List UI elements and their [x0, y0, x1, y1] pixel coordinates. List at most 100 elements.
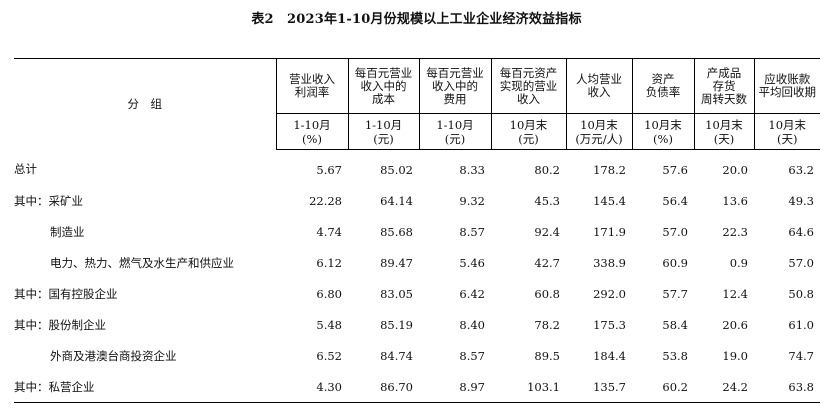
cell-value: 84.74	[380, 348, 413, 363]
cell-value: 49.3	[788, 193, 814, 208]
column-header: 每百元资产 实现的营业 收入	[490, 58, 566, 114]
cell-value: 5.67	[316, 162, 342, 177]
column-unit: 10月末 (天)	[693, 113, 754, 150]
column-header: 人均营业 收入	[565, 58, 632, 114]
cell-value: 22.3	[722, 224, 748, 239]
row-label: 电力、热力、燃气及水生产和供应业	[50, 255, 234, 270]
cell-value: 20.6	[722, 317, 748, 332]
cell-value: 184.4	[593, 348, 626, 363]
cell-value: 175.3	[593, 317, 626, 332]
cell-value: 20.0	[722, 162, 748, 177]
cell-value: 50.8	[788, 286, 814, 301]
cell-value: 13.6	[722, 193, 748, 208]
cell-value: 60.8	[534, 286, 560, 301]
table-row: 电力、热力、燃气及水生产和供应业 6.12 89.47 5.46 42.7 338.9 60…	[14, 247, 820, 278]
row-label: 其中：采矿业	[14, 193, 83, 208]
column-header-row: 分 组 营业收入 利润率 每百元营业 收入中的 成本 每百元营业 收入中的 费用 每百…	[14, 58, 820, 150]
column-unit: 1-10月 (元)	[418, 113, 491, 150]
column-unit: 1-10月 (%)	[275, 113, 348, 150]
table-title: 表2 2023年1-10月份规模以上工业企业经济效益指标	[251, 12, 582, 27]
cell-value: 338.9	[593, 255, 626, 270]
table-row: 其中：股份制企业 5.48 85.19 8.40 78.2 175.3 58.4 20.6 61…	[14, 309, 820, 340]
column-unit: 10月末 (%)	[631, 113, 694, 150]
row-label: 其中：国有控股企业	[14, 286, 118, 301]
unit-header-row: 1-10月 (%) 1-10月 (元) 1-10月 (元) 10月末 (元) 10月末 …	[14, 113, 820, 150]
economic-indicators-table: 分 组 营业收入 利润率 每百元营业 收入中的 成本 每百元营业 收入中的 费用 每百…	[14, 58, 820, 403]
cell-value: 6.52	[316, 348, 342, 363]
row-label: 总计	[14, 162, 37, 177]
column-unit: 10月末 (万元/人)	[565, 113, 632, 150]
cell-value: 8.40	[459, 317, 485, 332]
cell-value: 83.05	[380, 286, 413, 301]
cell-value: 60.2	[632, 371, 694, 403]
row-label: 其中：私营企业	[14, 371, 276, 403]
cell-value: 292.0	[593, 286, 626, 301]
cell-value: 8.57	[459, 224, 485, 239]
cell-value: 5.48	[316, 317, 342, 332]
cell-value: 57.7	[662, 286, 688, 301]
cell-value: 80.2	[534, 162, 560, 177]
cell-value: 57.6	[662, 162, 688, 177]
cell-value: 56.4	[662, 193, 688, 208]
row-label: 外商及港澳台商投资企业	[50, 348, 177, 363]
cell-value: 61.0	[788, 317, 814, 332]
table-row: 其中：国有控股企业 6.80 83.05 6.42 60.8 292.0 57.7 12.4 5…	[14, 278, 820, 309]
cell-value: 89.47	[380, 255, 413, 270]
table-row: 制造业 4.74 85.68 8.57 92.4 171.9 57.0 22.3 64.6	[14, 216, 820, 247]
table-row: 其中：采矿业 22.28 64.14 9.32 45.3 145.4 56.4 13.6 49.…	[14, 185, 820, 216]
cell-value: 12.4	[722, 286, 748, 301]
cell-value: 57.0	[662, 224, 688, 239]
cell-value: 64.14	[380, 193, 413, 208]
cell-value: 4.74	[316, 224, 342, 239]
column-header: 应收账款 平均回收期	[753, 58, 820, 114]
cell-value: 85.19	[380, 317, 413, 332]
cell-value: 6.80	[316, 286, 342, 301]
cell-value: 92.4	[534, 224, 560, 239]
cell-value: 42.7	[534, 255, 560, 270]
cell-value: 64.6	[788, 224, 814, 239]
column-header: 每百元营业 收入中的 成本	[347, 58, 419, 114]
cell-value: 63.8	[754, 371, 820, 403]
cell-value: 57.0	[788, 255, 814, 270]
stub-header: 分 组	[14, 58, 276, 150]
column-header: 每百元营业 收入中的 费用	[418, 58, 491, 114]
cell-value: 74.7	[788, 348, 814, 363]
column-unit: 10月末 (天)	[753, 113, 820, 150]
cell-value: 45.3	[534, 193, 560, 208]
cell-value: 5.46	[459, 255, 485, 270]
cell-value: 60.9	[662, 255, 688, 270]
column-unit: 10月末 (元)	[490, 113, 566, 150]
cell-value: 58.4	[662, 317, 688, 332]
cell-value: 53.8	[662, 348, 688, 363]
table-body: 总计 5.67 85.02 8.33 80.2 178.2 57.6 20.0 63.2 其中：采…	[14, 150, 820, 403]
cell-value: 85.68	[380, 224, 413, 239]
cell-value: 8.97	[419, 371, 491, 403]
column-header: 资产 负债率	[631, 58, 694, 114]
cell-value: 171.9	[593, 224, 626, 239]
cell-value: 6.12	[316, 255, 342, 270]
cell-value: 178.2	[593, 162, 626, 177]
cell-value: 22.28	[309, 193, 342, 208]
table-row: 总计 5.67 85.02 8.33 80.2 178.2 57.6 20.0 63.2	[14, 150, 820, 186]
cell-value: 85.02	[380, 162, 413, 177]
column-unit: 1-10月 (元)	[347, 113, 419, 150]
cell-value: 86.70	[348, 371, 419, 403]
cell-value: 145.4	[593, 193, 626, 208]
cell-value: 63.2	[788, 162, 814, 177]
cell-value: 6.42	[459, 286, 485, 301]
cell-value: 8.33	[459, 162, 485, 177]
table-row: 外商及港澳台商投资企业 6.52 84.74 8.57 89.5 184.4 53.8 19.…	[14, 340, 820, 371]
column-header: 营业收入 利润率	[275, 58, 348, 114]
table-row: 其中：私营企业 4.30 86.70 8.97 103.1 135.7 60.2 24.2 63…	[14, 371, 820, 403]
cell-value: 135.7	[566, 371, 632, 403]
row-label: 其中：股份制企业	[14, 317, 106, 332]
cell-value: 9.32	[459, 193, 485, 208]
cell-value: 8.57	[459, 348, 485, 363]
cell-value: 24.2	[694, 371, 754, 403]
column-header: 产成品 存货 周转天数	[693, 58, 754, 114]
cell-value: 19.0	[722, 348, 748, 363]
cell-value: 78.2	[534, 317, 560, 332]
cell-value: 103.1	[491, 371, 566, 403]
cell-value: 4.30	[276, 371, 348, 403]
cell-value: 89.5	[534, 348, 560, 363]
